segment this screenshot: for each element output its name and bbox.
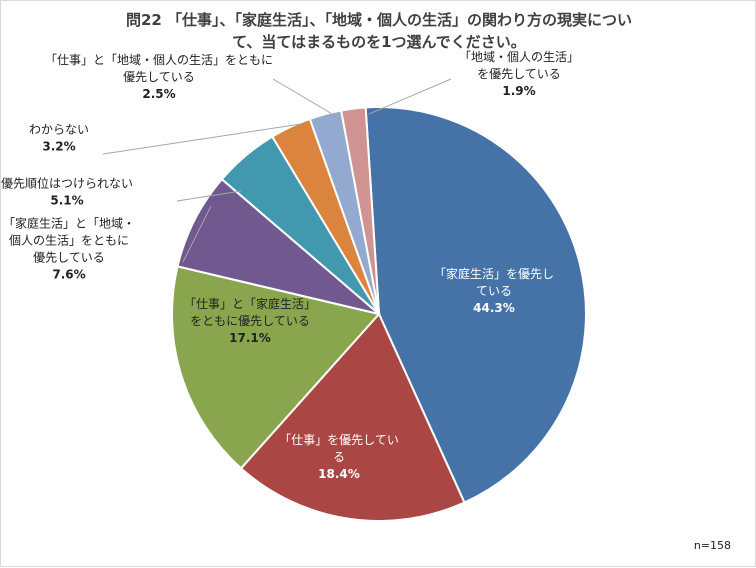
slice-label-3: 「仕事」と「家庭生活」をともに優先している 17.1% [184, 296, 316, 345]
slice-label-line: 「家庭生活」と「地域・ [3, 216, 135, 231]
slice-label-7: 「仕事」と「地域・個人の生活」をともに優先している 2.5% [45, 53, 273, 101]
slice-label-line: 優先している [123, 70, 195, 84]
slice-label-line: ている [476, 284, 512, 298]
slice-label-8: 「地域・個人の生活」を優先している 1.9% [459, 50, 579, 98]
slice-label-line: 「仕事」を優先してい [279, 433, 399, 447]
slice-label-line: をともに優先している [190, 314, 310, 328]
slice-value-6: 3.2% [42, 140, 75, 154]
slice-label-line: 個人の生活」をともに [9, 234, 129, 248]
slice-label-line: る [333, 450, 345, 464]
slice-value-8: 1.9% [502, 84, 535, 98]
pie-slice-8 [339, 106, 380, 315]
slice-label-6: わからない 3.2% [29, 123, 89, 154]
slice-label-1: 「家庭生活」を優先している 44.3% [434, 266, 554, 315]
sample-size-note: n=158 [693, 539, 731, 552]
slice-value-7: 2.5% [142, 87, 175, 101]
slice-value-5: 5.1% [50, 194, 83, 208]
leader-line-7 [272, 78, 340, 119]
chart-title: 問22 「仕事」、「家庭生活」、「地域・個人の生活」の関わり方の現実につい て、… [11, 9, 747, 53]
slice-value-2: 18.4% [318, 467, 360, 481]
slice-value-3: 17.1% [229, 331, 271, 345]
slice-label-5: 優先順位はつけられない 5.1% [1, 176, 133, 208]
chart-title-line-1: 問22 「仕事」、「家庭生活」、「地域・個人の生活」の関わり方の現実につい [125, 11, 633, 29]
slice-label-line: 「地域・個人の生活」 [459, 50, 579, 64]
pie-slice-4 [176, 177, 380, 315]
slice-label-line: を優先している [477, 67, 561, 81]
slice-label-2: 「仕事」を優先している 18.4% [279, 433, 399, 481]
leader-line-5 [176, 190, 242, 202]
slice-label-line: 「仕事」と「家庭生活」 [184, 296, 316, 311]
leader-line-8 [368, 78, 452, 115]
leader-line-4 [182, 205, 212, 263]
leader-line-6 [102, 123, 302, 155]
slice-label-line: 優先している [33, 251, 105, 265]
pie-slice-2 [239, 312, 466, 522]
slice-label-line: 優先順位はつけられない [1, 176, 133, 191]
slice-label-line: 「家庭生活」を優先し [434, 266, 554, 281]
slice-label-line: 「仕事」と「地域・個人の生活」をともに [45, 53, 273, 67]
pie-slice-3 [171, 265, 381, 470]
slice-value-1: 44.3% [473, 301, 515, 315]
slice-label-4: 「家庭生活」と「地域・個人の生活」をともに優先している 7.6% [3, 216, 135, 282]
slice-label-line: わからない [29, 123, 89, 137]
slice-value-4: 7.6% [52, 268, 85, 282]
chart-title-line-2: て、当てはまるものを1つ選んでください。 [232, 33, 526, 51]
